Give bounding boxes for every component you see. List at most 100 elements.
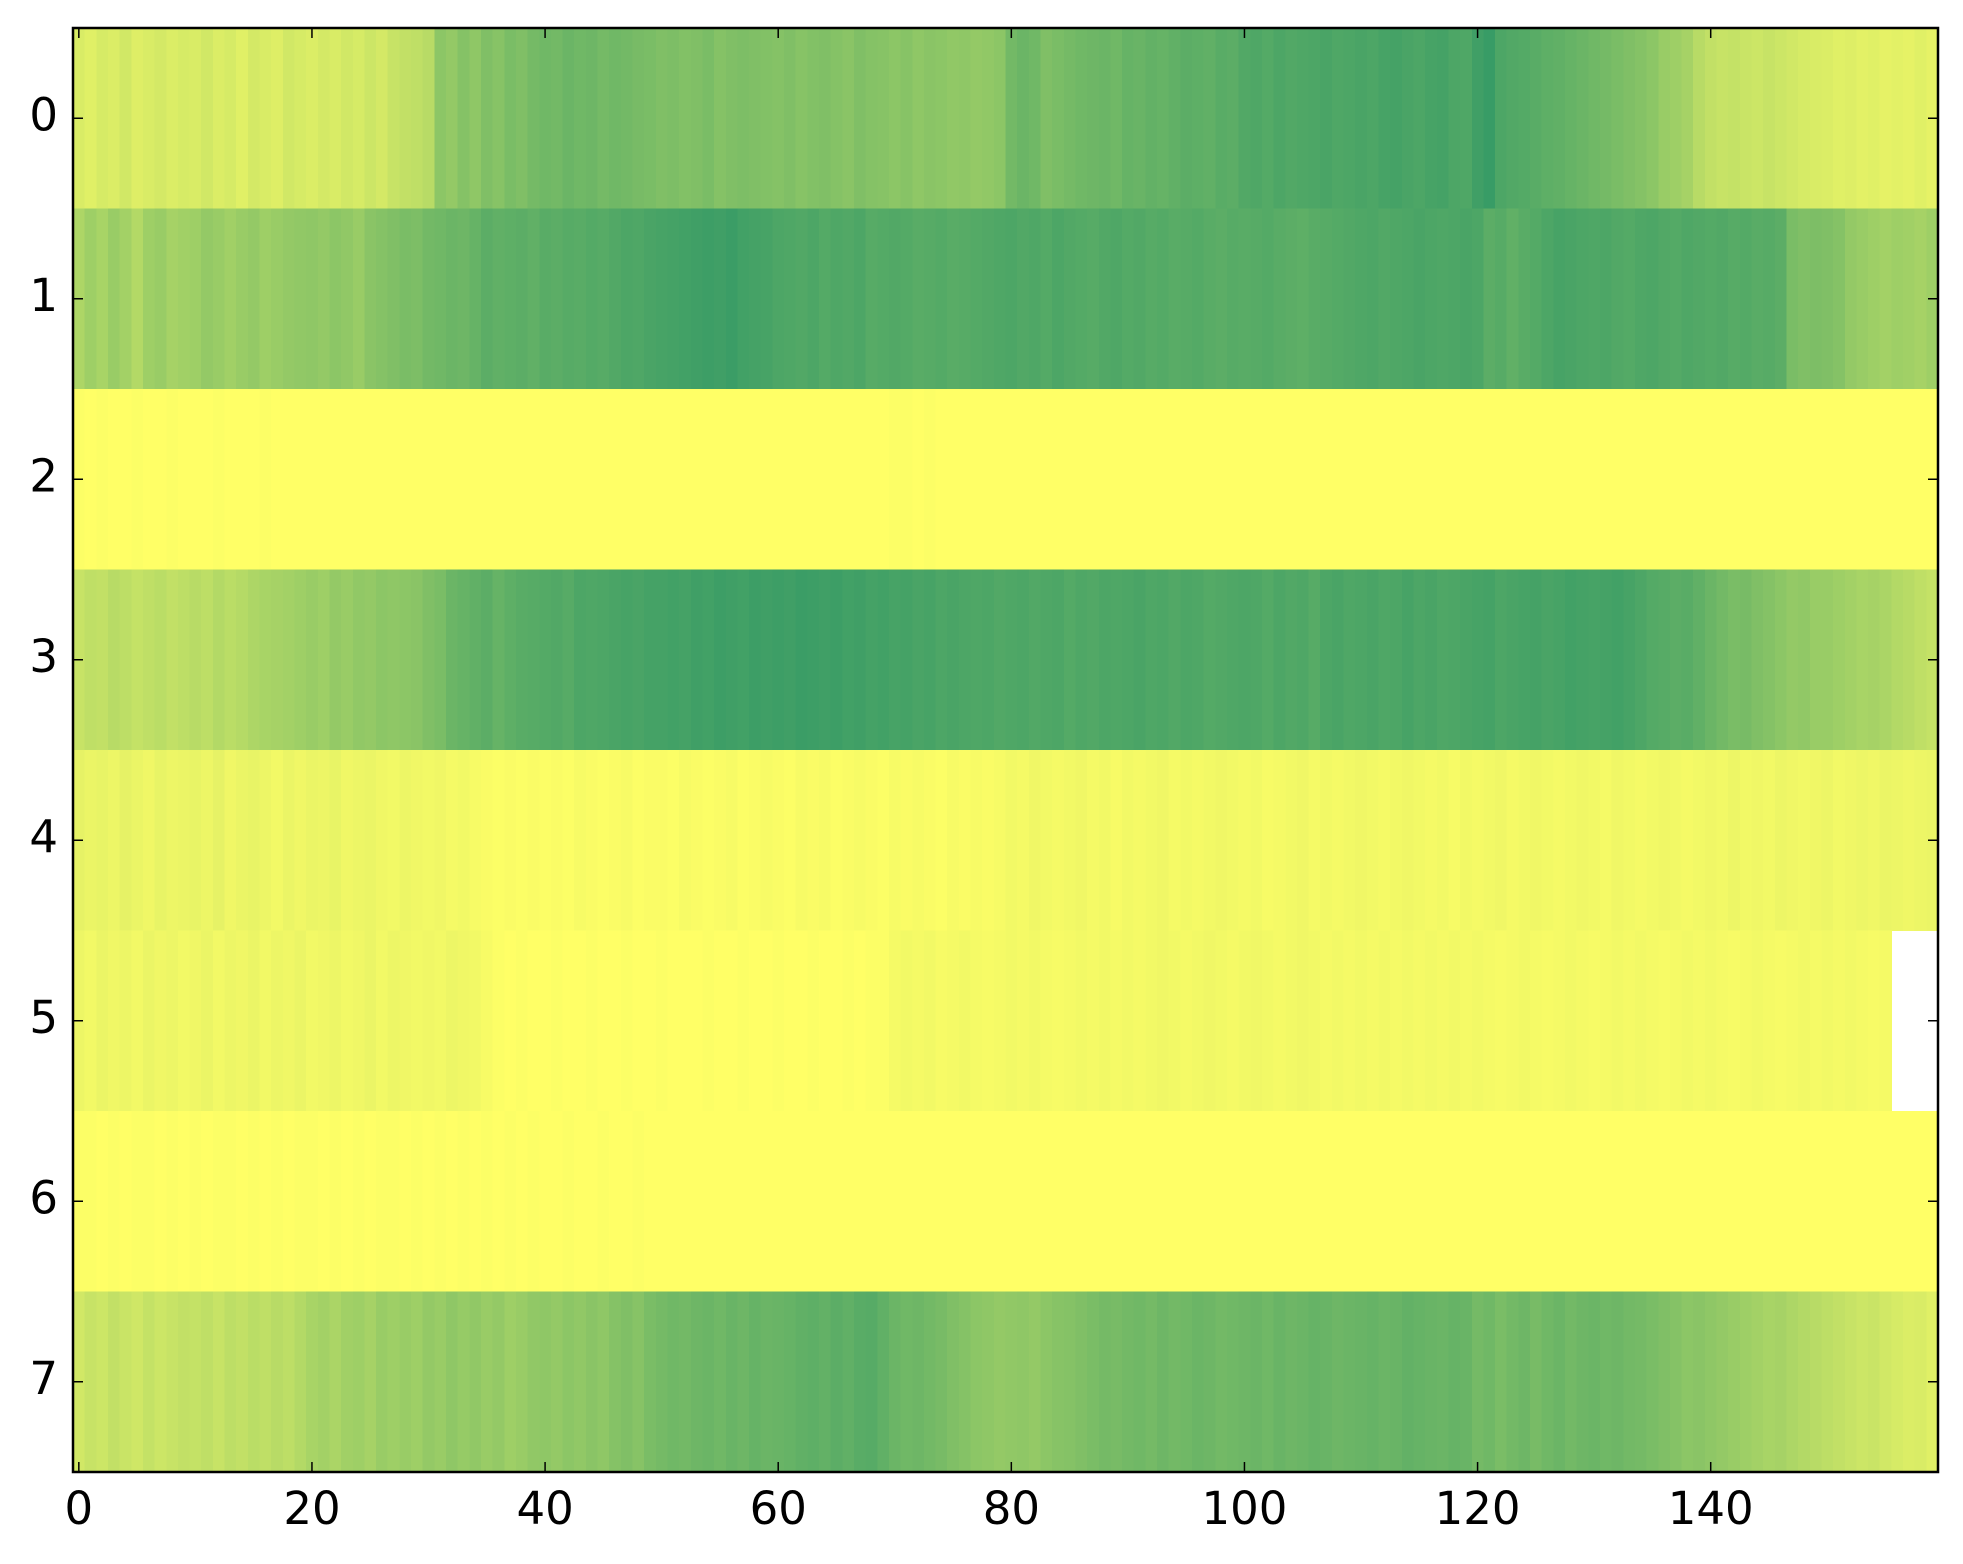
cell	[341, 1291, 354, 1473]
cell	[154, 389, 167, 571]
cell	[1553, 389, 1566, 571]
cell	[1833, 389, 1846, 571]
cell	[1693, 569, 1706, 751]
cell	[1308, 389, 1321, 571]
cell	[1110, 750, 1123, 932]
cell	[1483, 28, 1496, 210]
cell	[539, 930, 552, 1112]
cell	[504, 750, 517, 932]
cell	[609, 1291, 622, 1473]
cell	[900, 208, 913, 390]
cell	[1436, 569, 1450, 751]
cell	[784, 389, 797, 571]
cell	[1903, 750, 1916, 932]
cell	[597, 569, 610, 751]
cell	[515, 389, 529, 571]
cell	[1833, 28, 1846, 210]
cell	[189, 569, 202, 751]
cell	[1192, 389, 1205, 571]
cell	[1786, 389, 1799, 571]
cell	[1903, 569, 1916, 751]
cell	[294, 1291, 307, 1473]
cell	[772, 208, 785, 390]
cell	[411, 208, 424, 390]
cell	[1296, 28, 1310, 210]
cell	[236, 569, 249, 751]
cell	[760, 1291, 773, 1473]
cell	[749, 1291, 762, 1473]
cell	[96, 750, 109, 932]
cell	[1005, 1291, 1018, 1473]
cell	[1261, 1111, 1275, 1293]
cell	[387, 750, 400, 932]
cell	[1634, 750, 1648, 932]
cell	[1495, 208, 1508, 390]
cell	[1192, 1111, 1205, 1293]
cell	[1704, 28, 1718, 210]
cell	[784, 569, 797, 751]
cell	[492, 208, 505, 390]
cell	[725, 389, 739, 571]
cell	[877, 1291, 890, 1473]
cell	[1215, 389, 1228, 571]
cell	[1425, 1111, 1438, 1293]
cell	[807, 1291, 820, 1473]
cell	[970, 930, 983, 1112]
cell	[1903, 28, 1916, 210]
cell	[1471, 569, 1485, 751]
cell	[411, 389, 424, 571]
cell	[142, 569, 156, 751]
cell	[1471, 389, 1485, 571]
cell	[865, 28, 878, 210]
cell	[1087, 750, 1100, 932]
cell	[1017, 208, 1030, 390]
cell	[1343, 1291, 1356, 1473]
cell	[888, 569, 902, 751]
cell	[1844, 389, 1858, 571]
cell	[527, 750, 540, 932]
cell	[1017, 569, 1030, 751]
cell	[1471, 930, 1485, 1112]
cell	[364, 930, 377, 1112]
cell	[96, 208, 109, 390]
cell	[1285, 28, 1298, 210]
cell	[84, 930, 97, 1112]
cell	[574, 1291, 587, 1473]
cell	[958, 569, 972, 751]
cell	[784, 1111, 797, 1293]
cell	[1506, 28, 1519, 210]
cell	[655, 1291, 669, 1473]
cell	[1879, 569, 1892, 751]
cell	[1040, 569, 1053, 751]
cell	[679, 208, 692, 390]
cell	[1378, 389, 1391, 571]
cell	[1145, 569, 1158, 751]
cell	[1028, 750, 1042, 932]
cell	[1355, 208, 1368, 390]
cell	[655, 1111, 669, 1293]
cell	[1331, 28, 1345, 210]
cell	[352, 1111, 366, 1293]
cell	[830, 1291, 843, 1473]
cell	[947, 389, 960, 571]
cell	[1599, 389, 1613, 571]
cell	[947, 930, 960, 1112]
cell	[1320, 750, 1333, 932]
cell	[1390, 1111, 1403, 1293]
cell	[515, 750, 529, 932]
cell	[714, 569, 727, 751]
cell	[1366, 1291, 1380, 1473]
cell	[236, 389, 249, 571]
cell	[1087, 569, 1100, 751]
cell	[772, 930, 785, 1112]
cell	[1390, 28, 1403, 210]
cell	[1238, 750, 1251, 932]
cell	[550, 1111, 564, 1293]
cell	[329, 569, 342, 751]
cell	[982, 28, 995, 210]
cell	[1681, 1291, 1694, 1473]
cell	[807, 208, 820, 390]
cell	[1518, 1291, 1531, 1473]
cell	[1436, 1291, 1450, 1473]
